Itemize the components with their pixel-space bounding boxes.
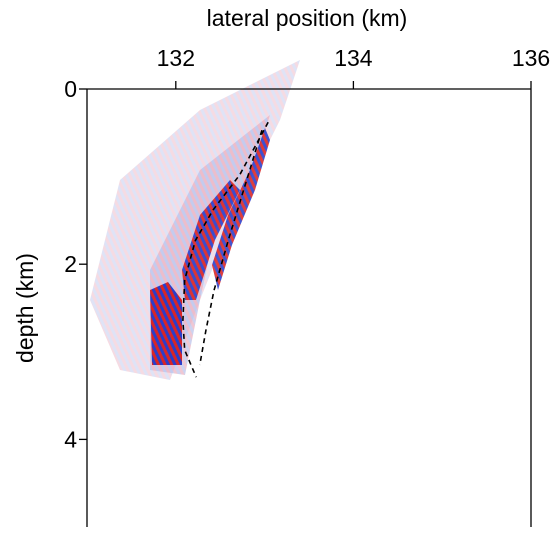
seismic-image [90,60,300,380]
x-tick-label: 136 [512,45,550,71]
y-axis-title: depth (km) [12,253,38,363]
x-axis-title: lateral position (km) [207,5,408,31]
dashed-line [182,121,269,378]
y-tick-label: 0 [64,76,77,102]
y-tick-label: 2 [64,251,77,277]
y-tick-label: 4 [64,426,77,452]
x-tick-label: 132 [157,45,195,71]
dashed-line [198,129,263,366]
x-tick-label: 134 [334,45,373,71]
